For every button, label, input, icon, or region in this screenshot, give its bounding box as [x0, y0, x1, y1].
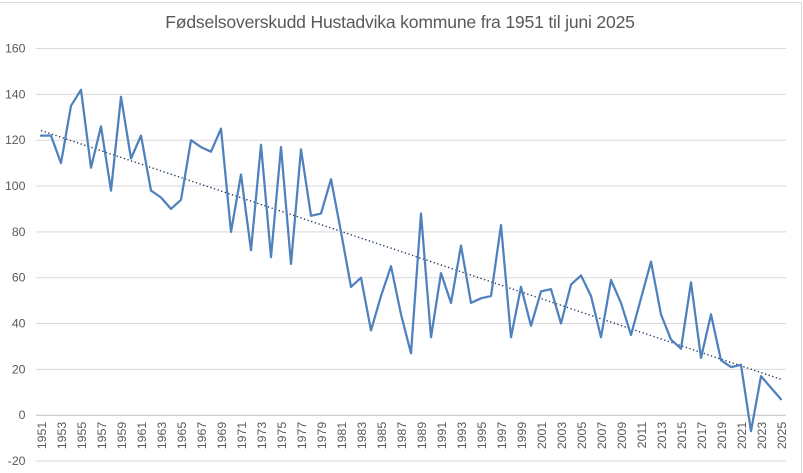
svg-text:2023: 2023	[755, 422, 769, 450]
svg-text:2005: 2005	[575, 422, 589, 450]
svg-text:2013: 2013	[655, 422, 669, 450]
svg-text:2003: 2003	[555, 422, 569, 450]
svg-text:1983: 1983	[355, 422, 369, 450]
svg-text:2021: 2021	[735, 422, 749, 450]
svg-text:2017: 2017	[695, 422, 709, 450]
svg-text:160: 160	[5, 42, 26, 56]
svg-text:2011: 2011	[635, 422, 649, 449]
svg-text:1963: 1963	[155, 422, 169, 450]
svg-text:2001: 2001	[535, 422, 549, 450]
svg-text:1991: 1991	[435, 422, 449, 450]
svg-text:1975: 1975	[275, 422, 289, 450]
svg-text:2007: 2007	[595, 422, 609, 450]
svg-text:80: 80	[12, 225, 26, 239]
svg-text:1987: 1987	[395, 422, 409, 450]
svg-text:1981: 1981	[335, 422, 349, 450]
svg-text:120: 120	[5, 133, 26, 147]
svg-text:140: 140	[5, 87, 26, 101]
svg-text:1985: 1985	[375, 422, 389, 450]
svg-text:1953: 1953	[55, 422, 69, 450]
svg-text:1989: 1989	[415, 422, 429, 450]
svg-text:1977: 1977	[295, 422, 309, 450]
svg-text:2025: 2025	[775, 422, 789, 450]
svg-text:1997: 1997	[495, 422, 509, 450]
svg-text:2019: 2019	[715, 422, 729, 450]
svg-text:-20: -20	[8, 454, 26, 468]
svg-text:1979: 1979	[315, 422, 329, 450]
svg-text:2015: 2015	[675, 422, 689, 450]
svg-text:Fødselsoverskudd Hustadvika ko: Fødselsoverskudd Hustadvika kommune fra …	[165, 12, 635, 32]
svg-text:1995: 1995	[475, 422, 489, 450]
svg-text:1965: 1965	[175, 422, 189, 450]
svg-text:1957: 1957	[95, 422, 109, 450]
svg-text:0: 0	[19, 408, 26, 422]
svg-text:100: 100	[5, 179, 26, 193]
svg-text:1999: 1999	[515, 422, 529, 450]
svg-text:1961: 1961	[135, 422, 149, 450]
svg-text:20: 20	[12, 362, 26, 376]
svg-text:1993: 1993	[455, 422, 469, 450]
svg-text:40: 40	[12, 317, 26, 331]
svg-text:60: 60	[12, 271, 26, 285]
svg-text:2009: 2009	[615, 422, 629, 450]
svg-text:1959: 1959	[115, 422, 129, 450]
svg-text:1969: 1969	[215, 422, 229, 450]
svg-text:1971: 1971	[235, 422, 249, 450]
svg-text:1973: 1973	[255, 422, 269, 450]
svg-text:1955: 1955	[75, 422, 89, 450]
svg-text:1967: 1967	[195, 422, 209, 450]
svg-text:1951: 1951	[35, 422, 49, 450]
